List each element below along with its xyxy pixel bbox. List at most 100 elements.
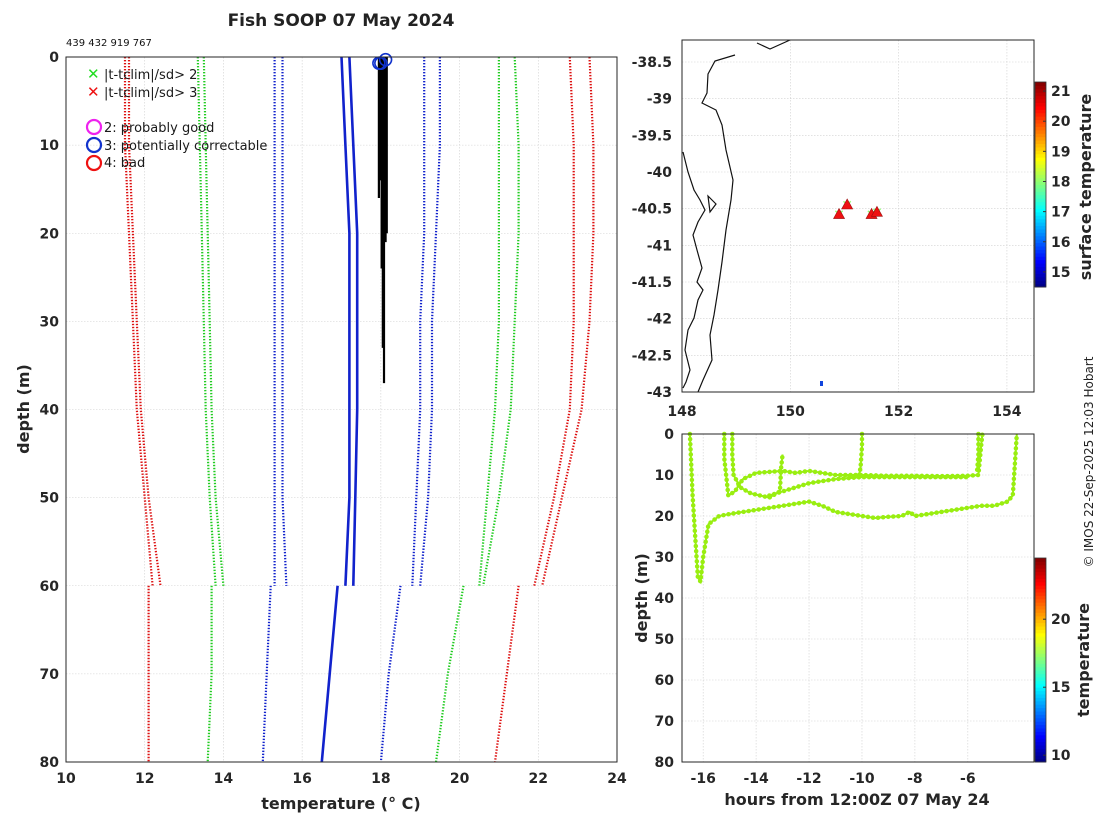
map-ytick-label: -39.5 (632, 128, 672, 144)
profile-series-line (196, 56, 217, 586)
time-depth-xtick-label: -12 (796, 771, 821, 787)
map-point-marker (841, 198, 854, 210)
map-colorbar-segment (1035, 205, 1046, 209)
platform-id: 439 432 919 767 (66, 38, 152, 49)
time-depth-grid (682, 433, 1034, 763)
time-depth-panel: -16 -14 -12 -10 -8 -6 0 10 20 30 40 50 60 70 80 hours … (632, 427, 1093, 809)
map-colorbar-segment (1035, 129, 1046, 134)
map-colorbar-segment (1035, 266, 1046, 271)
map-ticks: 148 150 152 154 -38.5 -39 -39.5 -40 -40.5 -41 -41.… (632, 55, 1022, 420)
coastline-tasmania (697, 39, 791, 393)
profile-observations (372, 52, 393, 384)
profile-series-line (419, 57, 441, 586)
time-depth-colorbar-segment (1035, 561, 1046, 566)
map-colorbar-segment (1035, 249, 1046, 254)
time-depth-colorbar-segment (1035, 602, 1046, 607)
map-colorbar-segment (1035, 259, 1046, 264)
time-depth-colorbar-segment (1035, 609, 1046, 613)
profile-series-line (340, 56, 351, 586)
time-depth-track-line (769, 476, 968, 497)
time-depth-colorbar-segment (1035, 751, 1046, 756)
map-colorbar-segment (1035, 184, 1046, 189)
time-depth-track-line (731, 434, 784, 499)
legend-qc3-label: 3: potentially correctable (104, 139, 267, 154)
profile-ytick-label: 80 (40, 755, 60, 771)
time-depth-colorbar-segment (1035, 632, 1046, 637)
time-depth-colorbar-segment (1035, 564, 1046, 569)
map-colorbar-segment (1035, 82, 1046, 86)
time-depth-colorbar-segment (1035, 717, 1046, 722)
time-depth-ylabel: depth (m) (632, 553, 651, 643)
map-ytick-label: -40 (647, 165, 673, 181)
map-colorbar-segment (1035, 228, 1046, 233)
map-colorbar-segment (1035, 256, 1046, 261)
profile-ytick-label: 50 (40, 491, 60, 507)
time-depth-colorbar-segment (1035, 690, 1046, 695)
time-depth-colorbar-segment (1035, 595, 1046, 600)
map-colorbar-segment (1035, 181, 1046, 185)
profile-qc-marker (378, 52, 393, 67)
time-depth-colorbar-segment (1035, 558, 1046, 562)
map-colorbar-segment (1035, 263, 1046, 267)
map-ytick-label: -41 (647, 238, 672, 254)
time-depth-colorbar-segment (1035, 646, 1046, 651)
time-depth-ticks: -16 -14 -12 -10 -8 -6 0 10 20 30 40 50 60 70 80 (655, 427, 976, 787)
profile-ytick-label: 40 (40, 403, 60, 419)
map-colorbar-segment (1035, 201, 1046, 206)
profile-series-line (320, 585, 339, 763)
time-depth-colorbar-segment (1035, 731, 1046, 736)
time-depth-xtick-label: -6 (960, 771, 976, 787)
profile-series-line (482, 56, 520, 586)
profile-xtick-label: 24 (607, 771, 627, 787)
legend-qc4-label: 4: bad (104, 156, 145, 171)
time-depth-ytick-label: 50 (655, 632, 675, 648)
profile-ytick-label: 20 (40, 226, 60, 242)
map-colorbar-label: surface temperature (1076, 94, 1095, 281)
map-colorbar-segment (1035, 283, 1046, 288)
map-colorbar-segment (1035, 269, 1046, 274)
legend-flag-3sd-marker: ✕ (87, 83, 100, 101)
map-colorbar-segment (1035, 187, 1046, 192)
legend-qc2-label: 2: probably good (104, 121, 214, 136)
map-colorbar-segment (1035, 119, 1046, 124)
profile-series-line (541, 56, 595, 587)
time-depth-colorbar-segment (1035, 656, 1046, 661)
profile-series-line (206, 585, 213, 763)
map-colorbar-segment (1035, 143, 1046, 148)
time-depth-track (722, 431, 985, 500)
time-depth-colorbar-segment (1035, 748, 1046, 753)
map-xtick-label: 148 (667, 404, 696, 420)
time-depth-colorbar-segment (1035, 615, 1046, 620)
map-colorbar-segment (1035, 160, 1046, 165)
time-depth-colorbar-segment (1035, 663, 1046, 668)
time-depth-colorbar-label: temperature (1074, 603, 1093, 717)
time-depth-colorbar-tick-label: 20 (1051, 612, 1071, 628)
time-depth-colorbar-segment (1035, 643, 1046, 647)
time-depth-xlabel: hours from 12:00Z 07 May 24 (724, 790, 989, 809)
profile-axes-frame (65, 56, 618, 763)
profile-xtick-label: 18 (371, 771, 390, 787)
map-colorbar-tick-label: 18 (1051, 174, 1070, 190)
time-depth-xtick-label: -10 (849, 771, 875, 787)
map-colorbar-segment (1035, 242, 1046, 247)
time-depth-xtick-label: -8 (907, 771, 923, 787)
time-depth-colorbar: 10 15 20 (1034, 557, 1071, 764)
time-depth-colorbar-segment (1035, 738, 1046, 743)
time-depth-colorbar-segment (1035, 687, 1046, 692)
map-ytick-label: -40.5 (632, 202, 672, 218)
time-depth-ytick-label: 80 (655, 755, 675, 771)
map-small-marker (820, 381, 823, 386)
map-colorbar-tick-label: 15 (1051, 265, 1070, 281)
map-colorbar-segment (1035, 232, 1046, 237)
credit: © IMOS 22-Sep-2025 12:03 Hobart (1082, 356, 1096, 567)
profile-xtick-label: 10 (56, 771, 76, 787)
time-depth-ytick-label: 70 (655, 714, 675, 730)
map-colorbar-segment (1035, 133, 1046, 138)
map-colorbar-segment (1035, 88, 1046, 93)
time-depth-colorbar-segment (1035, 683, 1046, 688)
profile-series-line (379, 585, 402, 763)
time-depth-colorbar-segment (1035, 677, 1046, 681)
map-colorbar-segment (1035, 273, 1046, 278)
profile-series-line (348, 56, 359, 586)
map-colorbar-segment (1035, 225, 1046, 230)
